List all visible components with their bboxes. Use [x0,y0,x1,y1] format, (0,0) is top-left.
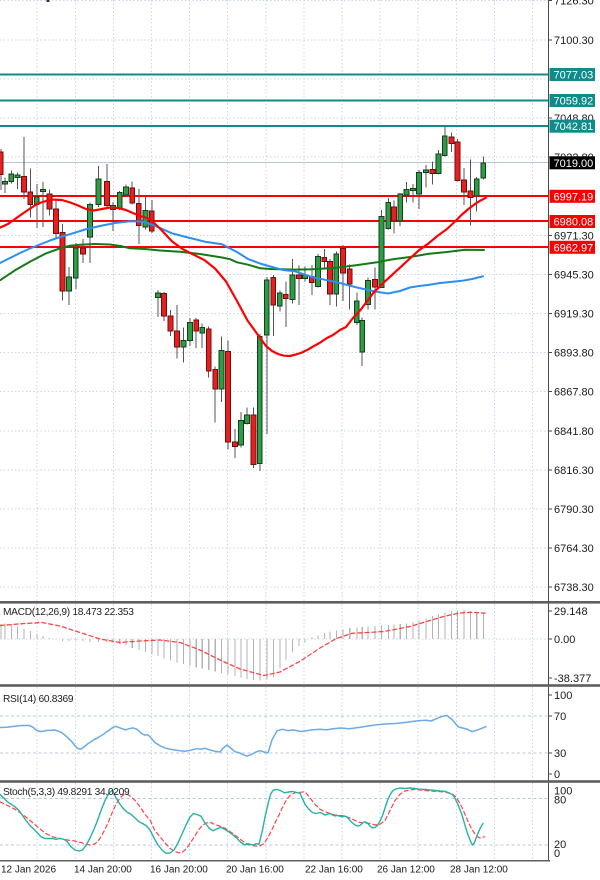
svg-text:-38.377: -38.377 [554,673,591,685]
svg-text:6816.30: 6816.30 [554,465,594,477]
svg-text:7077.03: 7077.03 [554,70,594,82]
svg-text:6764.30: 6764.30 [554,543,594,555]
svg-text:6962.97: 6962.97 [554,242,594,254]
svg-text:6980.08: 6980.08 [554,217,594,229]
svg-text:RSI(14) 60.8369: RSI(14) 60.8369 [3,694,74,705]
svg-text:14 Jan 20:00: 14 Jan 20:00 [74,865,132,876]
svg-text:6867.80: 6867.80 [554,387,594,399]
svg-text:16 Jan 20:00: 16 Jan 20:00 [150,865,208,876]
svg-text:29.148: 29.148 [554,606,588,618]
svg-text:0: 0 [554,848,560,860]
svg-text:MACD(12,26,9) 18.473 22.353: MACD(12,26,9) 18.473 22.353 [3,607,134,618]
svg-text:12 Jan 2026: 12 Jan 2026 [1,865,56,876]
svg-text:20: 20 [554,839,566,851]
svg-text:80: 80 [554,795,566,807]
svg-text:6738.30: 6738.30 [554,582,594,594]
svg-text:0.00: 0.00 [554,634,575,646]
svg-text:7019.00: 7019.00 [554,158,594,170]
svg-text:26 Jan 12:00: 26 Jan 12:00 [377,865,435,876]
svg-text:100: 100 [554,690,572,702]
svg-text:28 Jan 12:00: 28 Jan 12:00 [450,865,508,876]
svg-text:6945.30: 6945.30 [554,269,594,281]
svg-text:Stoch(5,3,3) 49.8291 34.0209: Stoch(5,3,3) 49.8291 34.0209 [3,787,130,798]
svg-text:22 Jan 16:00: 22 Jan 16:00 [305,865,363,876]
svg-text:7059.92: 7059.92 [554,96,594,108]
svg-text:70: 70 [554,711,566,723]
svg-text:6919.30: 6919.30 [554,309,594,321]
svg-text:7042.81: 7042.81 [554,121,594,133]
svg-text:6893.80: 6893.80 [554,348,594,360]
svg-text:6971.30: 6971.30 [554,230,594,242]
svg-text:6790.30: 6790.30 [554,504,594,516]
svg-text:7100.30: 7100.30 [554,35,594,47]
svg-text:0: 0 [554,769,560,781]
svg-text:20 Jan 16:00: 20 Jan 16:00 [226,865,284,876]
svg-text:6997.19: 6997.19 [554,191,594,203]
svg-text:30: 30 [554,748,566,760]
svg-text:7126.30: 7126.30 [554,0,594,8]
svg-text:100: 100 [554,786,572,798]
svg-text:6841.80: 6841.80 [554,426,594,438]
